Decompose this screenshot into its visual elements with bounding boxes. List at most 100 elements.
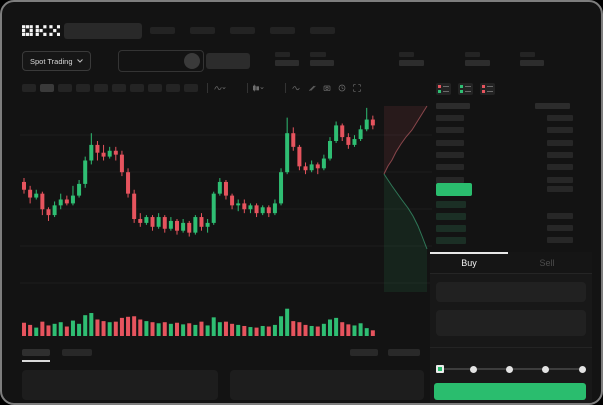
ask-price	[436, 127, 464, 134]
account-button[interactable]	[206, 53, 250, 69]
bid-price	[436, 237, 466, 244]
toolbar-separator	[247, 83, 248, 93]
orderbook-col-header-price	[436, 103, 470, 109]
nav-item-4[interactable]	[270, 27, 295, 34]
ask-price	[436, 164, 464, 171]
indicator-select[interactable]	[214, 82, 226, 94]
bottom-action-2[interactable]	[388, 349, 420, 356]
last-price-row[interactable]	[436, 183, 472, 196]
stat-label	[520, 52, 535, 57]
bottom-tab-orders[interactable]	[22, 349, 50, 356]
line-tool-icon[interactable]	[292, 82, 304, 94]
ask-price	[436, 139, 464, 146]
percent-slider[interactable]	[440, 368, 586, 370]
ask-price	[436, 176, 464, 183]
orderbook-col-header-amount	[535, 103, 570, 109]
ask-row[interactable]	[430, 112, 592, 124]
fullscreen-icon[interactable]	[353, 82, 365, 94]
stat-value	[465, 60, 490, 66]
avatar[interactable]	[184, 53, 200, 69]
nav-item-3[interactable]	[230, 27, 255, 34]
bid-row[interactable]	[430, 234, 592, 246]
ask-row[interactable]	[430, 174, 592, 186]
top-nav	[150, 27, 335, 34]
timeframe-7[interactable]	[130, 84, 144, 92]
trade-tabs-bar	[430, 252, 592, 274]
nav-item-2[interactable]	[190, 27, 215, 34]
stat-label	[399, 52, 414, 57]
bid-price	[436, 225, 466, 232]
ask-price	[436, 115, 464, 121]
timeframe-2[interactable]	[40, 84, 54, 92]
buy-submit-button[interactable]	[434, 383, 586, 400]
ask-row[interactable]	[430, 149, 592, 161]
bid-row[interactable]	[430, 222, 592, 234]
volume-chart	[22, 308, 375, 336]
chart-style-select[interactable]	[252, 82, 264, 94]
active-tab-indicator	[430, 252, 508, 254]
stat-group-5	[520, 52, 544, 66]
draw-icon[interactable]	[308, 82, 320, 94]
stat-group-1	[275, 52, 299, 66]
bid-row[interactable]	[430, 210, 592, 222]
ask-amount	[547, 115, 573, 121]
orders-panel	[22, 370, 218, 400]
timeframe-1[interactable]	[22, 84, 36, 92]
slider-stop-25pct[interactable]	[470, 365, 477, 373]
timeframe-3[interactable]	[58, 84, 72, 92]
stat-label	[275, 52, 290, 57]
bottom-action-1[interactable]	[350, 349, 378, 356]
stat-label	[310, 52, 326, 57]
timeframe-toolbar	[22, 84, 198, 92]
candlestick-chart[interactable]	[20, 100, 432, 298]
price-field[interactable]	[436, 282, 586, 302]
ask-row[interactable]	[430, 124, 592, 136]
amount-field[interactable]	[436, 310, 586, 336]
bid-price	[436, 201, 466, 208]
clock-icon[interactable]	[338, 82, 350, 94]
ask-row[interactable]	[430, 161, 592, 173]
ask-amount	[547, 127, 573, 134]
tab-sell[interactable]: Sell	[539, 258, 555, 268]
timeframe-10[interactable]	[184, 84, 198, 92]
timeframe-6[interactable]	[112, 84, 126, 92]
ask-amount	[547, 176, 573, 183]
bid-row[interactable]	[430, 198, 592, 210]
slider-handle[interactable]	[436, 365, 444, 373]
book-asks-icon[interactable]	[480, 83, 495, 95]
slider-stop-50pct[interactable]	[506, 365, 513, 373]
bottom-active-tab-indicator	[22, 360, 50, 362]
ask-amount	[547, 164, 573, 171]
stat-value	[310, 60, 334, 66]
divider	[430, 347, 592, 348]
market-type-label: Spot Trading	[30, 56, 73, 66]
timeframe-9[interactable]	[166, 84, 180, 92]
book-both-icon[interactable]	[436, 83, 451, 95]
nav-item-1[interactable]	[150, 27, 175, 34]
ask-amount	[547, 151, 573, 158]
last-price-amount	[547, 186, 573, 192]
bid-amount	[547, 213, 573, 219]
ask-amount	[547, 139, 573, 146]
nav-item-5[interactable]	[310, 27, 335, 34]
stat-value	[520, 60, 544, 66]
bid-price	[436, 213, 466, 220]
stat-group-4	[465, 52, 490, 66]
ask-price	[436, 151, 464, 158]
bid-amount	[547, 225, 573, 231]
stat-group-3	[399, 52, 424, 66]
ask-row[interactable]	[430, 137, 592, 149]
slider-stop-100pct[interactable]	[579, 365, 586, 373]
timeframe-5[interactable]	[94, 84, 108, 92]
tab-buy[interactable]: Buy	[461, 258, 477, 268]
stat-label	[465, 52, 480, 57]
market-type-dropdown[interactable]: Spot Trading	[22, 51, 91, 71]
camera-icon[interactable]	[323, 82, 335, 94]
timeframe-8[interactable]	[148, 84, 162, 92]
timeframe-4[interactable]	[76, 84, 90, 92]
book-bids-icon[interactable]	[458, 83, 473, 95]
search-input[interactable]	[64, 23, 142, 39]
assets-panel	[230, 370, 424, 400]
slider-stop-75pct[interactable]	[542, 365, 549, 373]
bottom-tab-history[interactable]	[62, 349, 92, 356]
